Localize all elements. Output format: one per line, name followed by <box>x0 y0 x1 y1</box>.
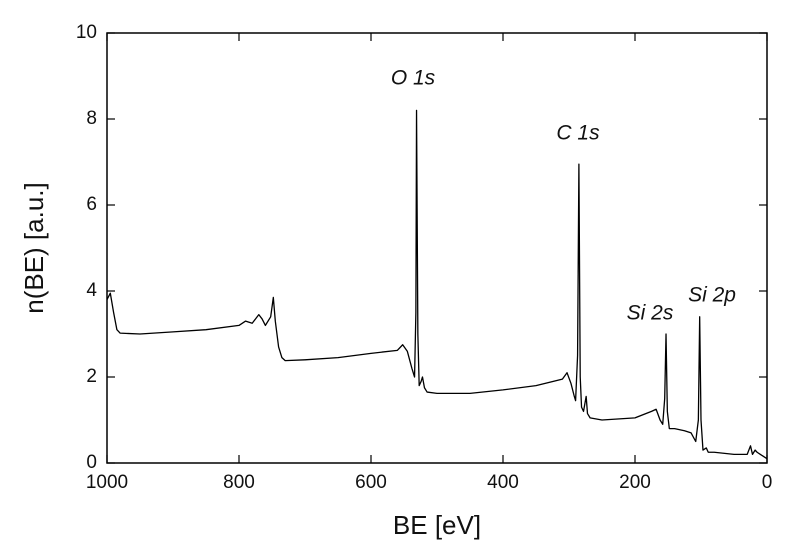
plot-frame <box>106 32 768 464</box>
x-tick-label: 600 <box>355 472 387 493</box>
x-tick-label: 1000 <box>86 472 128 493</box>
x-tick-label: 800 <box>223 472 255 493</box>
y-tick-label: 4 <box>86 280 97 301</box>
x-tick-label: 0 <box>762 472 773 493</box>
y-tick-label: 2 <box>86 366 97 387</box>
y-axis-label: n(BE) [a.u.] <box>19 182 49 314</box>
y-tick-label: 6 <box>86 194 97 215</box>
x-axis-label: BE [eV] <box>393 510 481 540</box>
x-tick-label: 200 <box>619 472 651 493</box>
x-tick-label: 400 <box>487 472 519 493</box>
peak-annotation: C 1s <box>556 122 600 145</box>
peak-annotation: Si 2p <box>688 284 736 307</box>
y-tick-label: 0 <box>86 452 97 473</box>
spectrum-line <box>106 109 768 460</box>
y-tick-label: 10 <box>76 22 97 43</box>
y-tick-label: 8 <box>86 108 97 129</box>
peak-annotation: Si 2s <box>627 302 674 325</box>
peak-annotation: O 1s <box>391 67 436 90</box>
